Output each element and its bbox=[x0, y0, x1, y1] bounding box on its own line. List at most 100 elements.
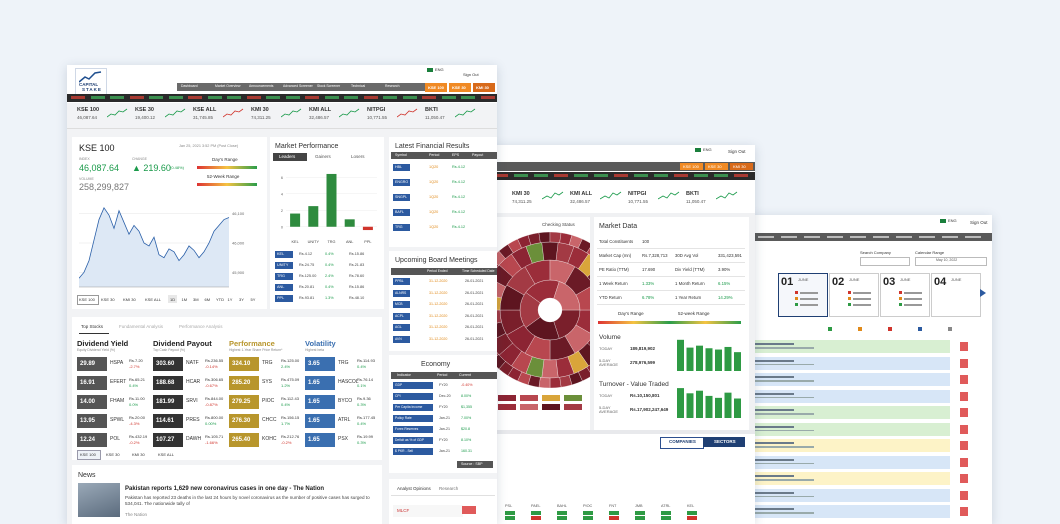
text: SPWL bbox=[110, 417, 125, 423]
legend-chip bbox=[828, 327, 832, 331]
strip-chip bbox=[402, 96, 417, 99]
text: FY20 bbox=[439, 438, 448, 442]
indicator-box bbox=[393, 382, 433, 389]
text: JUNE bbox=[849, 277, 860, 282]
text: 31-12-2020 bbox=[429, 290, 448, 295]
sparkline bbox=[542, 191, 564, 200]
tag-line bbox=[904, 292, 922, 294]
sector-bar bbox=[557, 511, 567, 515]
meeting-row bbox=[750, 422, 950, 436]
indicator-box bbox=[393, 415, 433, 422]
symbol-box bbox=[393, 289, 410, 297]
text: INDEX bbox=[79, 157, 90, 161]
text: Rs.112.43 bbox=[281, 396, 299, 401]
text: 188.68 bbox=[156, 380, 175, 386]
flag bbox=[695, 148, 701, 152]
nav-bar bbox=[490, 162, 755, 171]
text: 1.65 bbox=[308, 380, 320, 386]
text: 265.40 bbox=[232, 437, 251, 443]
text: 5Y bbox=[250, 297, 256, 302]
text: TRG bbox=[277, 274, 286, 278]
pdf-icon bbox=[960, 342, 968, 351]
strip-chip bbox=[285, 96, 300, 99]
text: 331,423,591 bbox=[718, 253, 742, 258]
text: KSE 100 bbox=[79, 143, 115, 153]
bar bbox=[705, 348, 713, 371]
value-box bbox=[229, 376, 259, 390]
text: Market Overview bbox=[215, 84, 241, 88]
text: 107.27 bbox=[156, 437, 175, 443]
row-line bbox=[597, 290, 745, 291]
legend-chip bbox=[498, 404, 516, 410]
text: Total Constituents bbox=[599, 239, 634, 244]
text: SYS bbox=[262, 379, 273, 385]
text: KSE 30 bbox=[452, 85, 466, 90]
sparkline bbox=[281, 108, 302, 118]
text: NITPGI bbox=[367, 107, 386, 113]
text: Checking Status bbox=[542, 222, 575, 227]
text: BYCO bbox=[338, 398, 353, 404]
table-header bbox=[391, 372, 497, 379]
symbol-box bbox=[393, 278, 410, 285]
text: CHCC bbox=[262, 417, 277, 423]
row-text bbox=[754, 429, 814, 431]
text: Period bbox=[429, 153, 440, 157]
text: 1M bbox=[181, 297, 188, 302]
tab bbox=[273, 153, 307, 161]
text: Rs.800.00 bbox=[205, 415, 224, 420]
text: Day's Range bbox=[212, 157, 238, 162]
text: 31-12-2020 bbox=[429, 313, 448, 318]
text: 0.00% bbox=[205, 421, 217, 426]
legend-chip bbox=[542, 395, 560, 401]
text: 12.24 bbox=[80, 437, 96, 443]
text: Rs.212.76 bbox=[281, 434, 300, 439]
text: 26-01-2021 bbox=[465, 302, 484, 306]
row-box bbox=[393, 505, 463, 517]
strip-chip bbox=[461, 96, 475, 99]
bar bbox=[308, 206, 319, 227]
text: Highest 1-Year Share Price Return* bbox=[229, 348, 283, 352]
row-text bbox=[754, 442, 794, 444]
text: 74,311.25 bbox=[512, 199, 532, 204]
chart bbox=[339, 108, 360, 118]
legend-chip bbox=[918, 327, 922, 331]
text: -0.87% bbox=[205, 402, 218, 407]
indicator-box bbox=[393, 404, 433, 411]
text: Search Company bbox=[860, 250, 891, 255]
value-box bbox=[77, 376, 107, 390]
text: FY20 bbox=[439, 405, 448, 409]
bar bbox=[696, 345, 703, 371]
text: Per Capita Income bbox=[395, 405, 423, 409]
text: 03 bbox=[883, 276, 896, 288]
nav-bar bbox=[177, 83, 425, 91]
text: TODAY bbox=[599, 346, 613, 351]
text: 32,486.57 bbox=[309, 115, 330, 120]
legend-chip bbox=[888, 327, 892, 331]
sector-bar bbox=[687, 516, 697, 520]
sunburst-sector bbox=[586, 247, 590, 256]
text: KMI ALL bbox=[309, 107, 332, 113]
text: 6M bbox=[204, 297, 211, 302]
y-tick-label: 0 bbox=[281, 225, 283, 229]
table-header bbox=[391, 152, 497, 159]
text: KSE 30 bbox=[708, 164, 722, 169]
text: 6.78% bbox=[642, 295, 655, 300]
strip-chip bbox=[554, 174, 568, 177]
text: 31,745.85 bbox=[193, 115, 214, 120]
text: 52-Week Range bbox=[207, 174, 240, 179]
text: 1Q20 bbox=[429, 165, 439, 169]
text: ALNRS bbox=[395, 290, 407, 295]
text: PPBL bbox=[395, 279, 404, 283]
text: $ PKR - Sell bbox=[395, 449, 413, 453]
text: NITPGI bbox=[628, 191, 647, 197]
text: Rs.432.19 bbox=[129, 434, 148, 439]
text: Rs.4.12 bbox=[452, 180, 466, 184]
text: 1Y bbox=[227, 297, 233, 302]
index-tab bbox=[730, 163, 753, 170]
legend-chip bbox=[564, 404, 582, 410]
legend-chip bbox=[542, 404, 560, 410]
text: KSE 30 bbox=[135, 107, 154, 113]
tag-dot bbox=[899, 291, 902, 294]
tag-dot bbox=[848, 297, 851, 300]
text: 13.95 bbox=[80, 418, 96, 424]
